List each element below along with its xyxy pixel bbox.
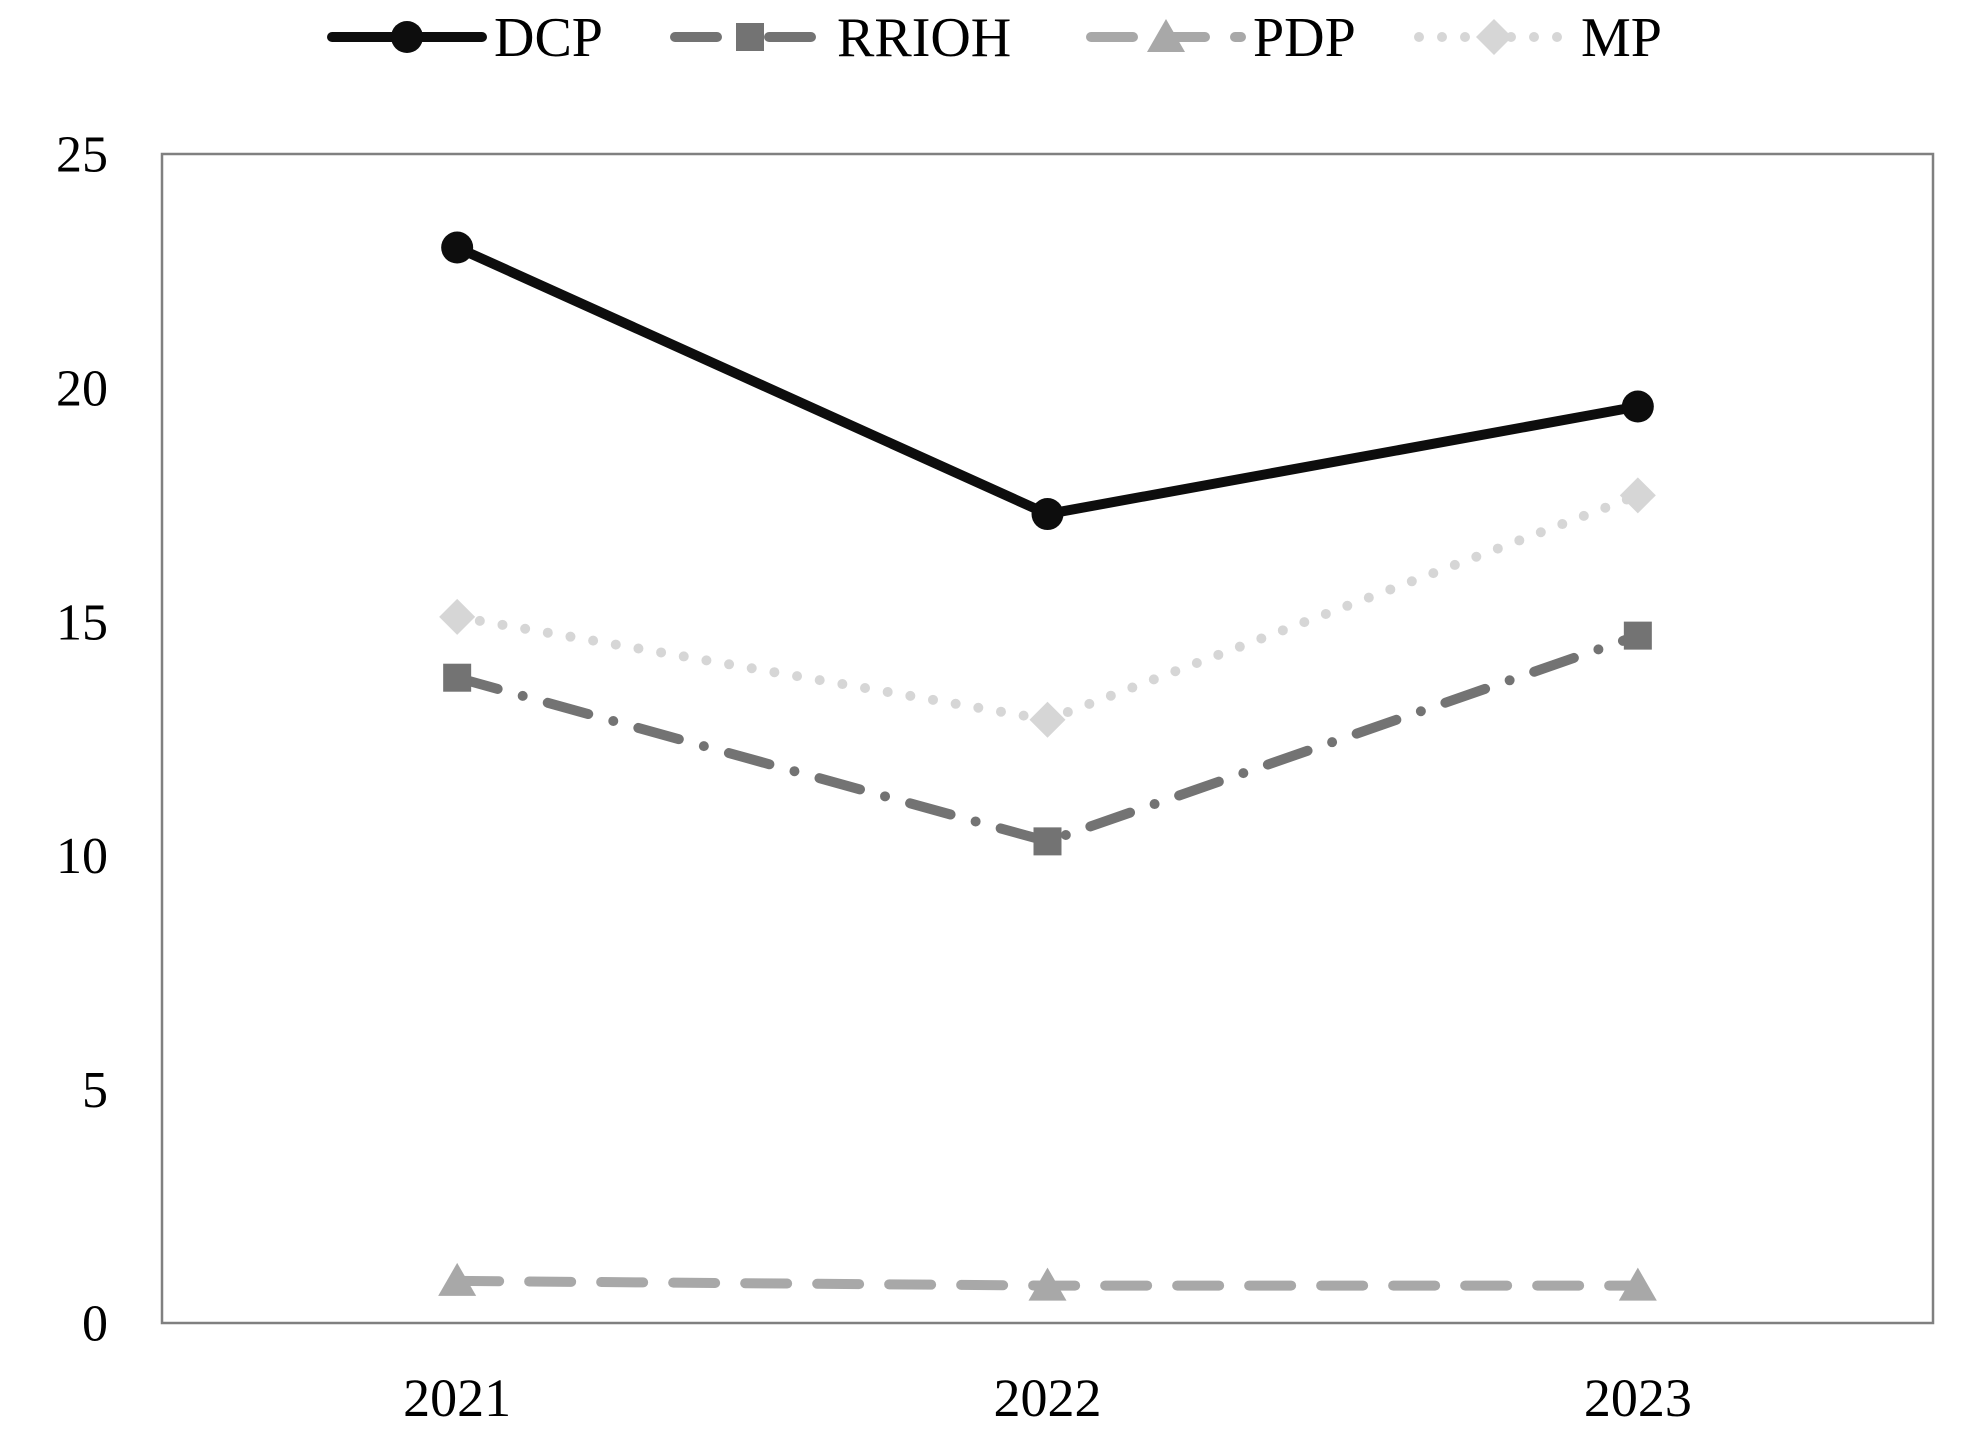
legend-diamond-marker-icon xyxy=(1476,19,1512,55)
legend-item-pdp: PDP xyxy=(1086,7,1356,69)
series-marker-mp xyxy=(1619,477,1656,514)
series-pdp xyxy=(438,1262,1657,1301)
series-marker-mp xyxy=(439,598,476,635)
series-line-dcp xyxy=(452,242,1643,520)
y-axis-tick-label: 15 xyxy=(56,594,108,651)
y-axis-tick-label: 20 xyxy=(56,360,108,417)
series-marker-pdp xyxy=(1618,1267,1657,1301)
series-dcp xyxy=(441,231,1654,531)
legend-label: RRIOH xyxy=(837,7,1011,69)
series-rrioh xyxy=(443,621,1652,856)
series-marker-rrioh xyxy=(443,663,472,692)
series-marker-dcp xyxy=(1031,498,1064,531)
x-axis-tick-label: 2021 xyxy=(403,1368,511,1428)
legend-triangle-marker-icon xyxy=(1147,19,1185,52)
y-axis-tick-label: 0 xyxy=(82,1296,108,1353)
series-marker-pdp xyxy=(1028,1267,1067,1301)
legend-label: MP xyxy=(1581,7,1662,69)
series-line-rrioh xyxy=(452,630,1643,847)
legend-circle-marker-icon xyxy=(391,21,423,53)
series-marker-dcp xyxy=(441,231,474,264)
legend-square-marker-icon xyxy=(736,23,764,51)
series-marker-dcp xyxy=(1621,390,1654,423)
y-axis-tick-label: 5 xyxy=(82,1062,108,1119)
series-marker-pdp xyxy=(438,1262,477,1296)
legend-label: DCP xyxy=(494,7,603,69)
plot-area-border xyxy=(160,152,1935,1325)
legend-item-rrioh: RRIOH xyxy=(670,7,1011,69)
series-marker-rrioh xyxy=(1623,621,1652,650)
y-axis-tick-label: 10 xyxy=(56,828,108,885)
series-marker-rrioh xyxy=(1033,827,1062,856)
series-mp xyxy=(439,477,1656,738)
y-axis-tick-label: 25 xyxy=(56,127,108,184)
legend-item-dcp: DCP xyxy=(327,7,603,69)
legend-label: PDP xyxy=(1253,7,1356,69)
legend-item-mp: MP xyxy=(1414,7,1662,69)
x-axis-tick-label: 2022 xyxy=(994,1368,1102,1428)
x-axis-tick-label: 2023 xyxy=(1584,1368,1692,1428)
series-marker-mp xyxy=(1029,701,1066,738)
